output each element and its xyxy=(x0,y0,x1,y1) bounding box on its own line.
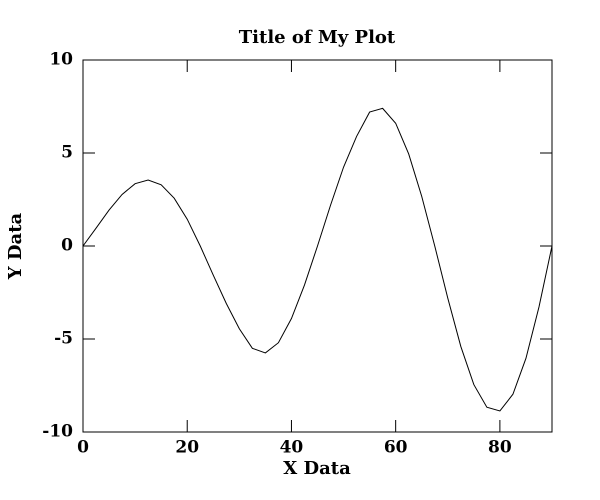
x-tick-label: 20 xyxy=(175,438,199,458)
x-tick-label: 60 xyxy=(384,438,408,458)
y-tick-label: -5 xyxy=(54,329,73,349)
data-line xyxy=(82,107,553,412)
y-tick-label: 10 xyxy=(49,50,73,70)
x-tick-label: 40 xyxy=(280,438,304,458)
y-axis-label: Y Data xyxy=(5,212,26,280)
x-axis-label: X Data xyxy=(283,458,351,479)
y-tick-label: 0 xyxy=(61,236,73,256)
y-tick-label: -10 xyxy=(42,422,73,442)
x-tick-label: 0 xyxy=(77,438,89,458)
y-tick-label: 5 xyxy=(61,143,73,163)
chart-title: Title of My Plot xyxy=(239,27,396,48)
x-tick-label: 80 xyxy=(488,438,512,458)
